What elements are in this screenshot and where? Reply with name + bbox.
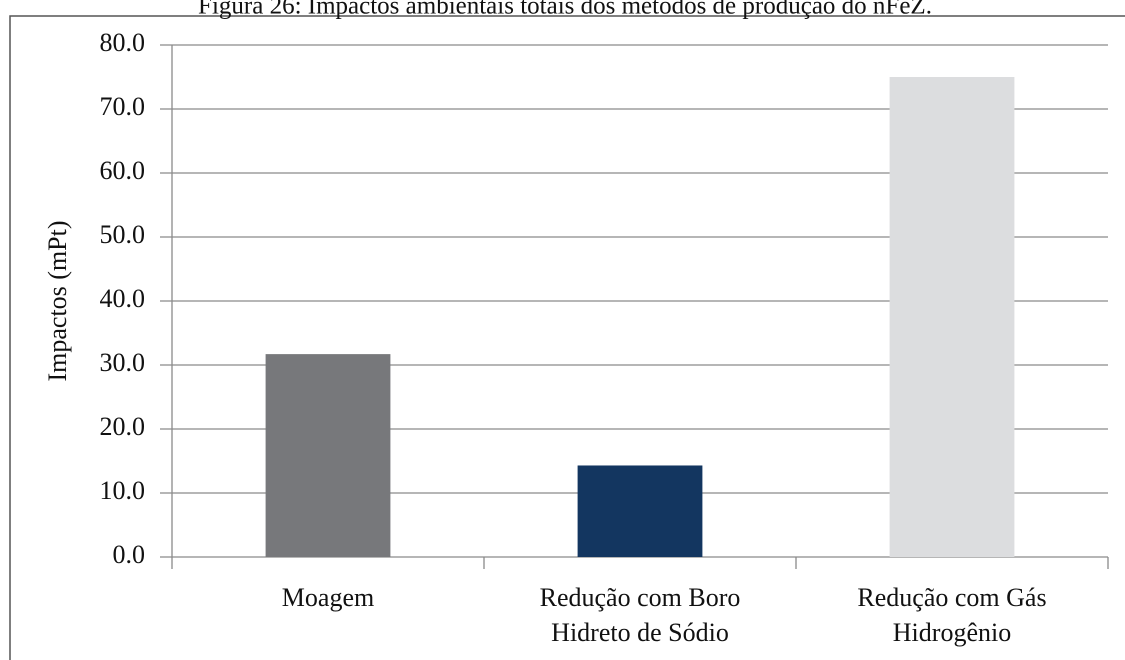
- bar: [889, 77, 1015, 557]
- y-tick-label: 20.0: [100, 412, 146, 441]
- x-tick-label: Moagem: [282, 583, 374, 612]
- y-axis-label: Impactos (mPt): [43, 220, 72, 381]
- bar: [577, 465, 703, 557]
- y-tick-label: 40.0: [100, 284, 146, 313]
- y-tick-label: 10.0: [100, 476, 146, 505]
- x-tick-label: Redução com Boro: [540, 583, 741, 612]
- y-tick-label: 70.0: [100, 92, 146, 121]
- y-tick-label: 60.0: [100, 156, 146, 185]
- y-tick-label: 50.0: [100, 220, 146, 249]
- frame: [9, 15, 1125, 660]
- x-tick-label: Hidreto de Sódio: [551, 618, 729, 647]
- y-tick-label: 80.0: [100, 28, 146, 57]
- chart-title: Figura 26: Impactos ambientais totais do…: [198, 0, 932, 20]
- y-tick-label: 30.0: [100, 348, 146, 377]
- y-tick-label: 0.0: [113, 540, 146, 569]
- x-tick-label: Hidrogênio: [893, 618, 1011, 647]
- bar: [265, 354, 391, 557]
- x-tick-label: Redução com Gás: [857, 583, 1046, 612]
